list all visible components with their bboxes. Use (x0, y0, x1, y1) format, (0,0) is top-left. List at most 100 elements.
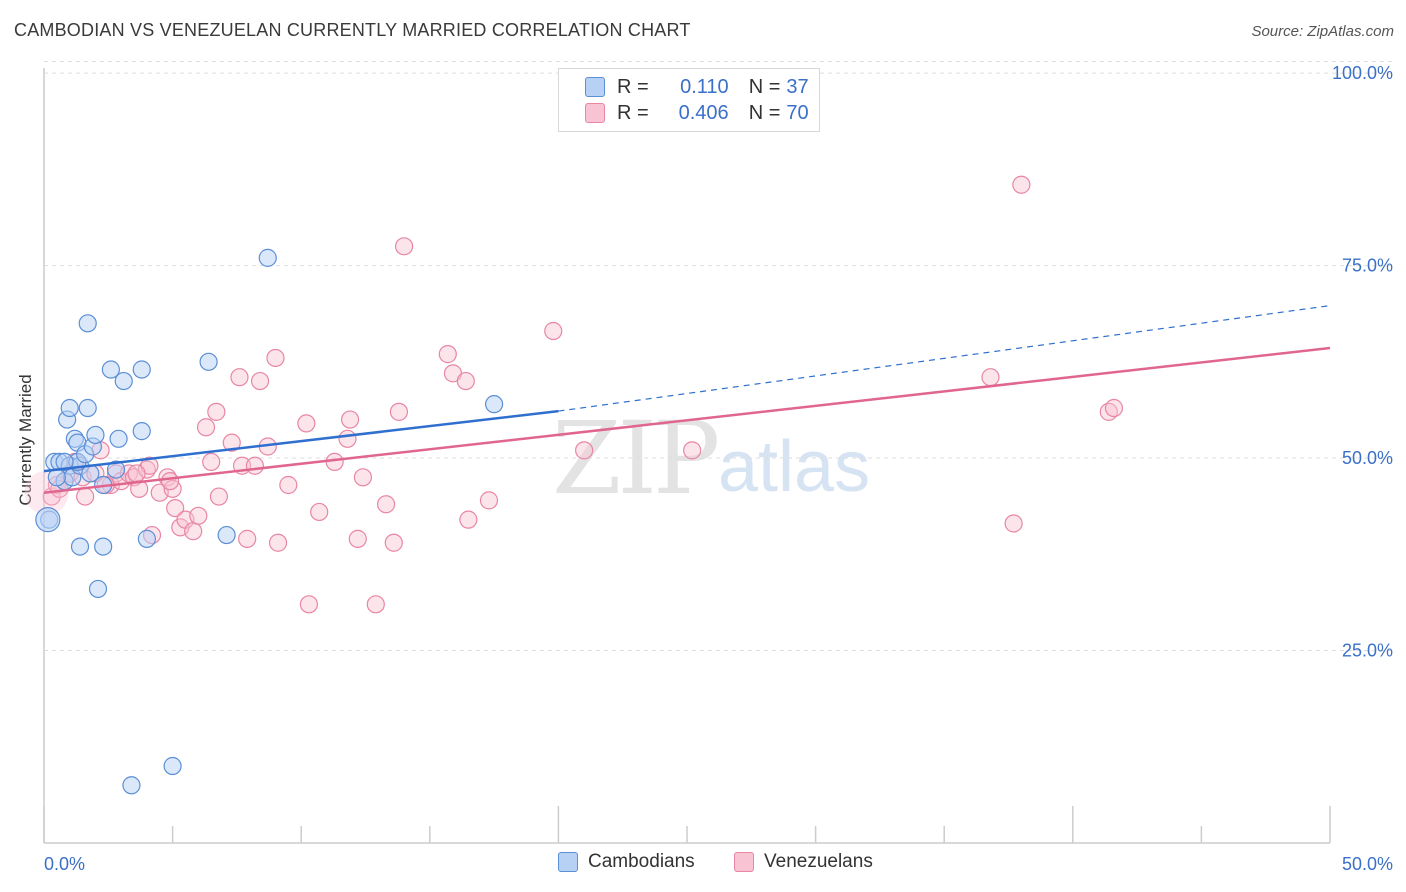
venezuelan-point (297, 414, 316, 433)
bottom-legend-venezuelans: Venezuelans (734, 851, 873, 873)
cambodian-point (258, 248, 277, 267)
legend-row-venezuelans: R = 0.406 N = 70 (585, 100, 809, 126)
venezuelan-point (544, 321, 563, 341)
cambodian-point (88, 579, 108, 599)
venezuelan-point (166, 498, 185, 518)
cambodian-point (132, 422, 151, 441)
venezuelan-point (279, 475, 298, 495)
venezuelan-point (130, 479, 149, 498)
cambodian-point (122, 776, 141, 795)
trend-layer (43, 305, 1331, 494)
legend-n-label: N = (748, 101, 781, 124)
venezuelan-point (76, 487, 95, 506)
venezuelan-point (222, 433, 241, 452)
axis-layer (43, 68, 1331, 844)
y-tick-label: 75.0% (1342, 256, 1393, 276)
cambodian-point (60, 398, 79, 418)
tick-label-layer: 25.0% 50.0% 75.0% 100.0% 0.0% 50.0% (44, 63, 1393, 874)
venezuelan-point (207, 402, 226, 421)
venezuelan-point (384, 533, 403, 552)
cambodian-point (217, 525, 236, 545)
venezuelan-point (189, 506, 208, 525)
venezuelan-point (981, 368, 1000, 387)
venezuelan-point (456, 371, 475, 391)
bottom-legend-label: Venezuelans (764, 851, 873, 872)
grid-layer (44, 61, 1392, 652)
cambodian-point (70, 537, 90, 556)
legend-n-value: 37 (786, 75, 809, 98)
venezuelans-swatch (585, 103, 605, 123)
y-tick-label: 50.0% (1342, 448, 1393, 468)
cambodian-trend-line (43, 409, 559, 473)
cambodian-trend-extension (558, 305, 1331, 412)
legend-n-label: N = (748, 75, 781, 98)
venezuelan-point (268, 533, 288, 552)
x-tick-label: 0.0% (44, 854, 85, 874)
venezuelan-trend-line (43, 346, 1331, 494)
venezuelan-point (184, 522, 203, 541)
cambodian-point (114, 371, 133, 391)
cambodian-point (163, 756, 182, 776)
venezuelans-swatch (734, 852, 754, 872)
cambodian-point (86, 425, 105, 445)
cambodian-points (35, 248, 504, 795)
venezuelan-point (366, 595, 385, 614)
legend-n-value: 70 (786, 101, 809, 124)
venezuelan-point (299, 595, 319, 614)
venezuelan-point (438, 345, 457, 364)
bottom-legend-label: Cambodians (588, 851, 695, 872)
venezuelan-point (266, 348, 285, 368)
legend-r-value: 0.406 (678, 101, 729, 124)
legend-r-label: R = (617, 75, 649, 98)
legend-row-cambodians: R = 0.110 N = 37 (585, 74, 809, 100)
venezuelan-point (127, 464, 146, 483)
cambodian-point (109, 429, 128, 448)
cambodian-point (101, 360, 120, 379)
stats-legend: R = 0.110 N = 37 R = 0.406 N = 70 (558, 68, 820, 132)
venezuelan-point (202, 452, 221, 472)
cambodian-point (485, 395, 504, 414)
venezuelan-point (575, 441, 594, 460)
x-tick-label: 50.0% (1342, 854, 1393, 874)
venezuelan-point (245, 456, 265, 475)
venezuelan-point (1012, 175, 1031, 194)
venezuelan-point (196, 418, 216, 437)
cambodians-swatch (558, 852, 578, 872)
bottom-legend: Cambodians Venezuelans (0, 851, 1406, 879)
chart-title: CAMBODIAN VS VENEZUELAN CURRENTLY MARRIE… (14, 20, 691, 40)
cambodian-point (137, 529, 156, 548)
y-tick-label: 100.0% (1332, 63, 1393, 83)
venezuelan-points (24, 175, 1124, 614)
cambodian-point (78, 314, 97, 333)
venezuelan-point (340, 410, 360, 429)
bottom-legend-cambodians: Cambodians (558, 851, 695, 873)
cambodian-point (106, 460, 126, 479)
venezuelan-point (348, 529, 367, 548)
venezuelan-point (1004, 514, 1023, 533)
legend-r-value: 0.110 (680, 75, 729, 98)
cambodian-point (132, 360, 151, 379)
venezuelan-point (376, 495, 396, 514)
venezuelan-point (683, 441, 702, 460)
venezuelan-point (238, 529, 257, 548)
venezuelan-point (389, 402, 409, 421)
venezuelan-point (209, 487, 228, 506)
cambodian-point (55, 452, 74, 472)
cambodian-cluster-point (35, 507, 61, 533)
venezuelan-point (394, 237, 414, 256)
venezuelan-point (338, 429, 357, 448)
venezuelan-point (1104, 398, 1124, 418)
y-tick-label: 25.0% (1342, 641, 1393, 661)
cambodians-swatch (585, 77, 605, 97)
venezuelan-point (479, 491, 499, 510)
cambodian-point (94, 537, 113, 556)
cambodian-point (199, 352, 218, 371)
venezuelan-point (353, 468, 373, 487)
venezuelan-point (160, 472, 180, 491)
source-label: Source: ZipAtlas.com (1251, 23, 1394, 40)
legend-r-label: R = (617, 101, 649, 124)
venezuelan-point (310, 502, 329, 522)
venezuelan-point (459, 510, 478, 529)
watermark-atlas: atlas (718, 427, 871, 507)
